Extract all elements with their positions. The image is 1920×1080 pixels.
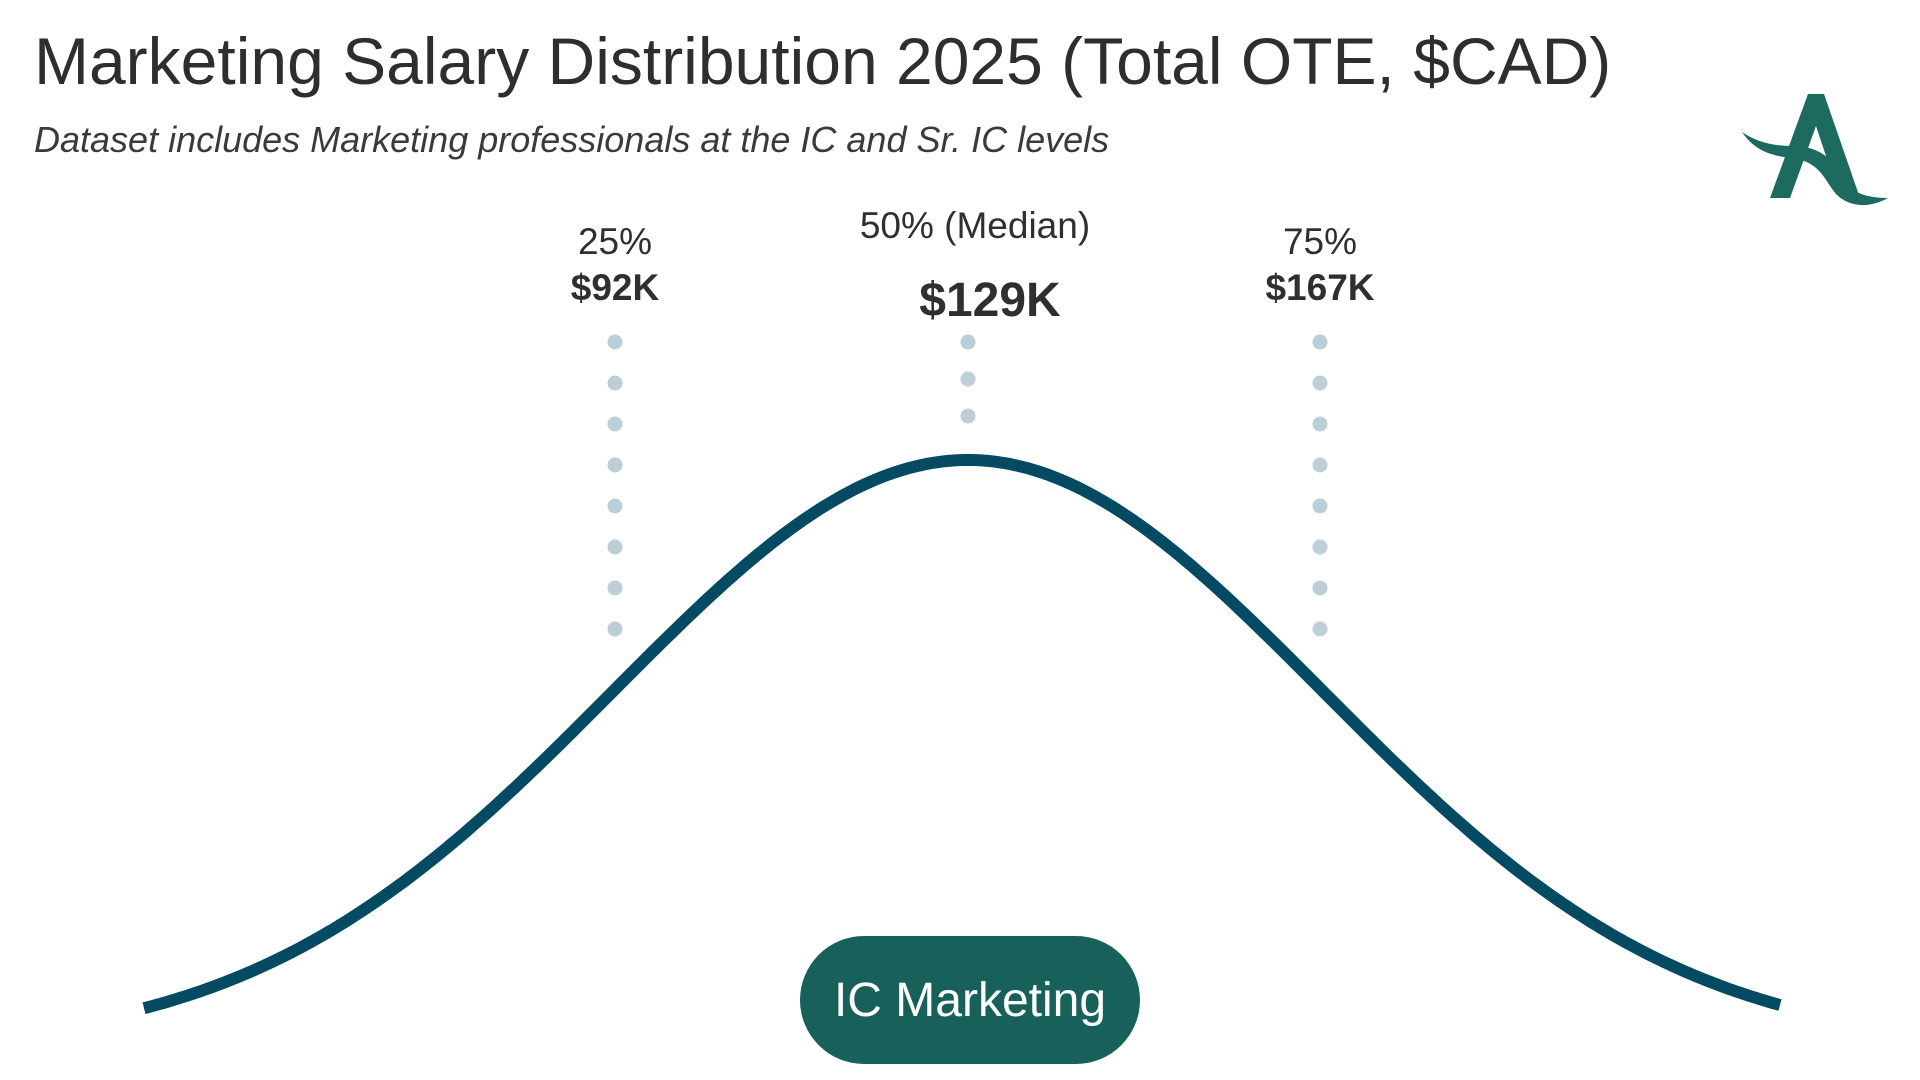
- distribution-curve: [142, 454, 1782, 1015]
- percentile-marker-dot: [607, 580, 623, 596]
- percentile-label: 25%: [578, 221, 652, 262]
- percentile-marker-dot: [960, 371, 976, 387]
- percentile-marker-dot: [607, 621, 623, 637]
- percentile-marker-dot: [607, 416, 623, 432]
- letter-a-logo-icon: [1742, 94, 1888, 206]
- percentile-marker-dot: [1312, 416, 1328, 432]
- series-label: IC Marketing: [833, 973, 1107, 1027]
- chart-subtitle: Dataset includes Marketing professionals…: [34, 119, 1110, 160]
- percentile-marker-dot: [1312, 580, 1328, 596]
- percentile-labels: 25% $92K 50% (Median) $129K 75% $167K: [571, 205, 1375, 327]
- percentile-value-label: $92K: [571, 267, 660, 308]
- percentile-marker-dot: [1312, 498, 1328, 514]
- percentile-marker-dot: [1312, 539, 1328, 555]
- percentile-marker-dot: [607, 498, 623, 514]
- series-label-pill: IC Marketing: [800, 936, 1140, 1064]
- percentile-marker-dot: [960, 334, 976, 350]
- percentile-value-label: $129K: [919, 274, 1061, 327]
- percentile-label: 50% (Median): [860, 205, 1090, 246]
- percentile-marker-dot: [607, 539, 623, 555]
- percentile-markers: [607, 334, 1328, 637]
- percentile-value-label: $167K: [1265, 267, 1374, 308]
- percentile-marker-dot: [1312, 457, 1328, 473]
- percentile-marker-dot: [607, 457, 623, 473]
- percentile-marker-dot: [1312, 334, 1328, 350]
- percentile-marker-dot: [1312, 621, 1328, 637]
- percentile-marker-dot: [607, 375, 623, 391]
- chart-title: Marketing Salary Distribution 2025 (Tota…: [34, 24, 1612, 98]
- percentile-label: 75%: [1283, 221, 1357, 262]
- percentile-marker-dot: [1312, 375, 1328, 391]
- percentile-marker-dot: [960, 408, 976, 424]
- percentile-marker-dot: [607, 334, 623, 350]
